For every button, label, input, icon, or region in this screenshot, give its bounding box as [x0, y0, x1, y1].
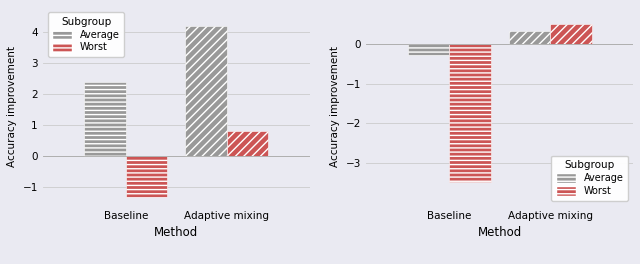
X-axis label: Method: Method	[154, 226, 198, 239]
Bar	[227, 131, 268, 156]
Bar	[84, 82, 125, 156]
Legend: Average, Worst: Average, Worst	[552, 155, 628, 201]
Bar	[125, 156, 167, 197]
Bar	[550, 24, 591, 44]
Y-axis label: Accuracy improvement: Accuracy improvement	[7, 46, 17, 167]
X-axis label: Method: Method	[477, 226, 522, 239]
Bar	[408, 44, 449, 55]
Bar	[509, 31, 550, 44]
Bar	[449, 44, 491, 182]
Y-axis label: Accuracy improvement: Accuracy improvement	[330, 46, 340, 167]
Legend: Average, Worst: Average, Worst	[47, 12, 124, 57]
Bar	[185, 26, 227, 156]
